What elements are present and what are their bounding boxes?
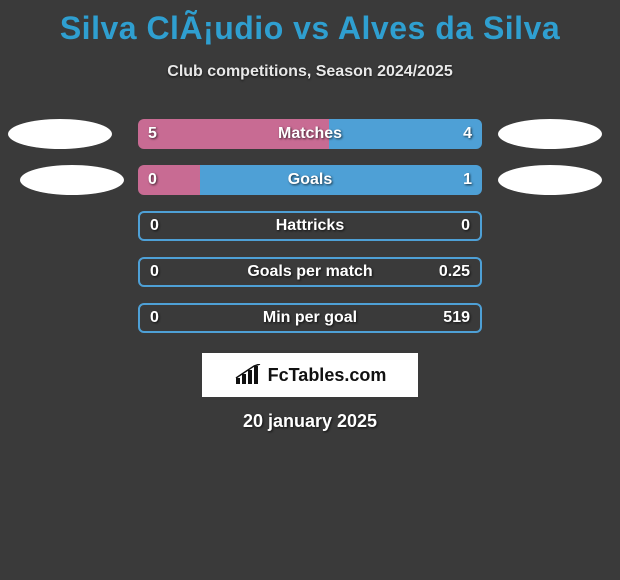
stat-right-value: 1: [463, 165, 472, 195]
stat-bar: 0 Goals per match 0.25: [138, 257, 482, 287]
stat-row-goals-per-match: 0 Goals per match 0.25: [0, 253, 620, 299]
stat-row-hattricks: 0 Hattricks 0: [0, 207, 620, 253]
left-marker-ellipse: [8, 119, 112, 149]
footer-date: 20 january 2025: [0, 411, 620, 432]
stat-label: Hattricks: [140, 213, 480, 239]
right-marker-ellipse: [498, 165, 602, 195]
stat-label: Goals per match: [140, 259, 480, 285]
stat-label: Min per goal: [140, 305, 480, 331]
comparison-infographic: Silva ClÃ¡udio vs Alves da Silva Club co…: [0, 0, 620, 580]
page-title: Silva ClÃ¡udio vs Alves da Silva: [0, 0, 620, 47]
bars-icon: [234, 364, 262, 386]
stat-right-value: 519: [443, 305, 470, 331]
stat-bar: 0 Hattricks 0: [138, 211, 482, 241]
stat-right-value: 0: [461, 213, 470, 239]
brand-box: FcTables.com: [202, 353, 418, 397]
stat-rows: 5 Matches 4 0 Goals 1 0 Hattricks 0: [0, 115, 620, 345]
brand-text: FcTables.com: [268, 365, 387, 386]
stat-label: Matches: [138, 119, 482, 149]
stat-bar: 5 Matches 4: [138, 119, 482, 149]
stat-row-matches: 5 Matches 4: [0, 115, 620, 161]
stat-row-min-per-goal: 0 Min per goal 519: [0, 299, 620, 345]
stat-bar: 0 Min per goal 519: [138, 303, 482, 333]
stat-row-goals: 0 Goals 1: [0, 161, 620, 207]
stat-right-value: 0.25: [439, 259, 470, 285]
page-subtitle: Club competitions, Season 2024/2025: [0, 63, 620, 81]
stat-right-value: 4: [463, 119, 472, 149]
left-marker-ellipse: [20, 165, 124, 195]
stat-label: Goals: [138, 165, 482, 195]
right-marker-ellipse: [498, 119, 602, 149]
stat-bar: 0 Goals 1: [138, 165, 482, 195]
